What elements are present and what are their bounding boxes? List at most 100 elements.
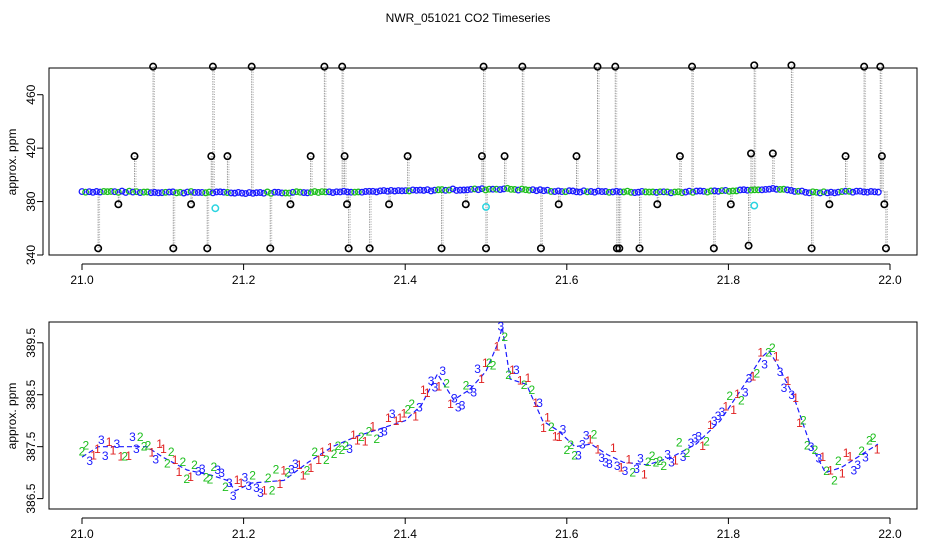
numbered-point-3: 3: [98, 433, 105, 447]
baseline-point: [282, 189, 290, 197]
baseline-point: [834, 188, 842, 196]
numbered-point-1: 1: [482, 356, 489, 370]
baseline-point: [311, 188, 319, 195]
baseline-point: [794, 187, 802, 195]
x-tick-label: 21.0: [70, 527, 94, 540]
baseline-point: [293, 188, 300, 196]
baseline-point: [478, 185, 486, 193]
baseline-point: [82, 188, 90, 196]
baseline-point: [634, 188, 642, 196]
baseline-point: [780, 185, 788, 193]
numbered-point-1: 1: [843, 446, 850, 460]
baseline-point: [536, 186, 544, 194]
y-tick-label: 380: [24, 191, 38, 211]
numbered-point-1: 1: [156, 437, 163, 451]
baseline-point: [667, 189, 675, 197]
baseline-point: [482, 186, 490, 194]
baseline-point: [85, 188, 93, 196]
flagged-point: [338, 62, 347, 71]
numbered-point-2: 2: [765, 346, 772, 360]
baseline-point: [154, 189, 162, 197]
numbered-point-1: 1: [401, 406, 408, 420]
baseline-point: [860, 188, 868, 196]
baseline-point: [711, 187, 719, 195]
y-tick-label: 389.5: [24, 327, 38, 357]
top-panel: approx. ppm 21.0 21.2 21.4 21.6 21.8 22.0 340…: [5, 61, 918, 287]
y-tick-label: 386.5: [24, 483, 38, 513]
flagged-point: [807, 244, 816, 253]
numbered-point-3: 3: [432, 380, 439, 394]
baseline-point: [773, 185, 780, 193]
numbered-point-2: 2: [753, 367, 760, 381]
baseline-point: [525, 186, 533, 194]
flagged-point: [709, 244, 718, 253]
flagged-point: [554, 200, 563, 209]
numbered-point-1: 1: [370, 419, 377, 433]
baseline-point: [649, 188, 657, 196]
numbered-point-3: 3: [451, 391, 458, 405]
baseline-point: [558, 188, 566, 196]
baseline-point: [343, 188, 351, 196]
y-tick-label: 340: [24, 245, 38, 265]
baseline-point: [340, 187, 348, 195]
baseline-point: [609, 188, 617, 196]
baseline-point: [573, 188, 580, 196]
numbered-point-2: 2: [529, 383, 536, 397]
baseline-point: [733, 187, 740, 195]
baseline-point: [827, 188, 835, 196]
numbered-point-2: 2: [331, 447, 338, 461]
numbered-point-1: 1: [397, 411, 404, 425]
numbered-point-1: 1: [447, 397, 454, 411]
numbered-point-1: 1: [532, 396, 539, 410]
baseline-point: [442, 186, 450, 194]
baseline-point: [427, 187, 435, 195]
numbered-point-1: 1: [319, 445, 326, 459]
flagged-point: [207, 152, 216, 161]
baseline-point: [205, 188, 213, 196]
numbered-point-2: 2: [563, 443, 570, 457]
baseline-point: [547, 188, 555, 195]
x-tick-label: 22.0: [878, 273, 902, 287]
numbered-point-2: 2: [703, 435, 710, 449]
numbered-point-1: 1: [672, 453, 679, 467]
baseline-point: [358, 188, 366, 196]
baseline-point: [314, 189, 322, 196]
numbered-point-3: 3: [199, 462, 206, 476]
numbered-point-1: 1: [626, 452, 633, 466]
baseline-point: [554, 187, 562, 195]
baseline-point: [274, 188, 282, 196]
baseline-point: [642, 188, 650, 196]
x-tick-label: 21.2: [232, 527, 256, 540]
baseline-point: [100, 187, 108, 195]
flagged-point: [787, 61, 796, 70]
baseline-point: [743, 186, 751, 194]
bottom-y-axis: 386.5 387.5 388.5 389.5: [24, 327, 44, 514]
baseline-point: [456, 186, 464, 194]
numbered-point-2: 2: [866, 433, 873, 447]
baseline-point: [562, 188, 570, 196]
numbered-point-1: 1: [187, 470, 194, 484]
baseline-point: [449, 185, 457, 193]
numbered-point-2: 2: [823, 464, 830, 478]
baseline-point: [678, 189, 686, 197]
numbered-point-1: 1: [785, 374, 792, 388]
baseline-point: [802, 188, 810, 196]
numbered-point-3: 3: [129, 430, 136, 444]
numbered-point-2: 2: [269, 484, 276, 498]
baseline-point: [347, 188, 355, 196]
numbered-point-3: 3: [622, 464, 629, 478]
baseline-point: [402, 187, 410, 195]
baseline-point: [387, 187, 395, 194]
baseline-point: [485, 185, 493, 193]
baseline-point: [791, 187, 799, 195]
baseline-point: [583, 188, 591, 196]
numbered-point-1: 1: [280, 464, 287, 478]
baseline-point: [278, 189, 286, 197]
numbered-point-2: 2: [804, 439, 811, 453]
numbered-point-3: 3: [688, 436, 695, 450]
flagged-point: [187, 200, 196, 209]
baseline-point: [769, 184, 777, 192]
top-y-axis-label: approx. ppm: [5, 129, 19, 196]
numbered-point-1: 1: [819, 450, 826, 464]
numbered-point-1: 1: [412, 410, 419, 424]
